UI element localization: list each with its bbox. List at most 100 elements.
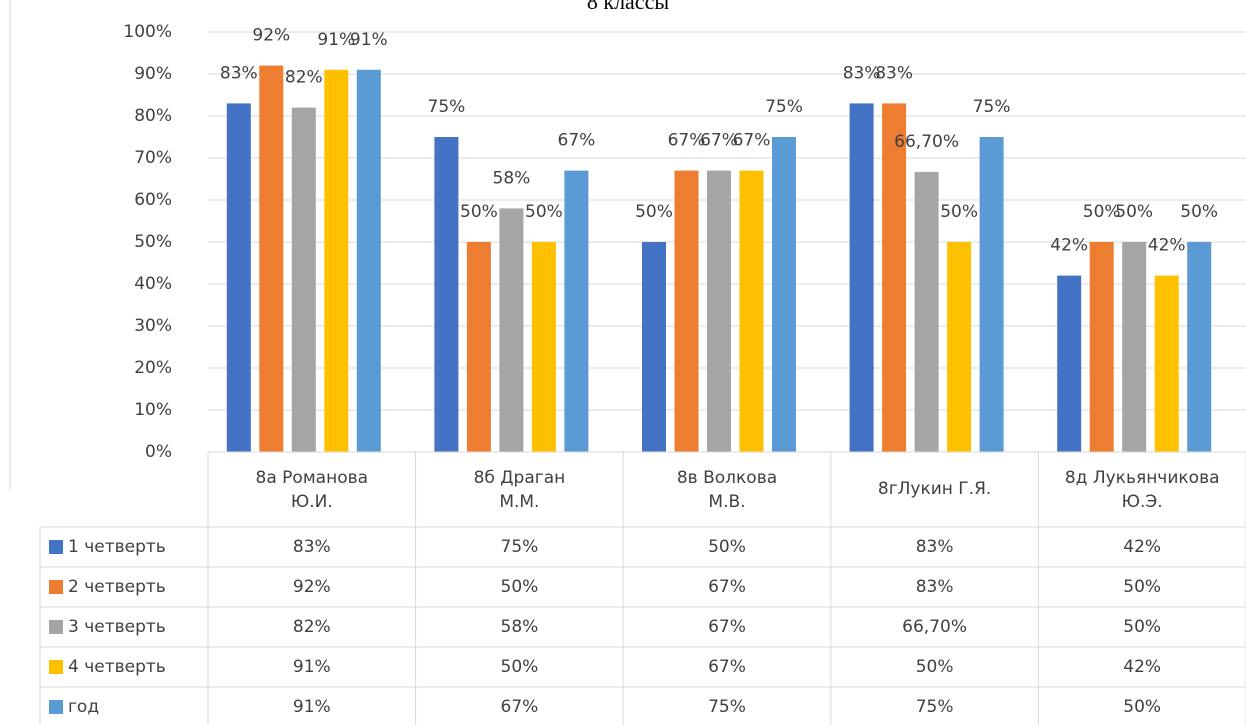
value-label: 75% xyxy=(428,97,466,117)
legend-label: год xyxy=(68,697,99,717)
table-cell: 67% xyxy=(708,617,746,637)
y-tick-label: 20% xyxy=(134,358,172,378)
y-tick-label: 10% xyxy=(134,400,172,420)
bar xyxy=(849,103,874,453)
value-label: 67% xyxy=(700,131,738,151)
bar xyxy=(707,170,731,452)
table-cell: 75% xyxy=(916,697,954,717)
table-cell: 83% xyxy=(916,577,954,597)
table-cell: 92% xyxy=(293,577,331,597)
legend-label: 2 четверть xyxy=(68,577,166,597)
value-label: 91% xyxy=(350,30,388,50)
table-cell: 82% xyxy=(293,617,331,637)
bar xyxy=(1089,242,1114,452)
bar xyxy=(434,137,459,452)
bar xyxy=(882,103,907,453)
bar xyxy=(642,242,666,452)
value-label: 50% xyxy=(1180,202,1218,222)
legend-swatch xyxy=(49,660,63,674)
bar xyxy=(674,170,699,452)
table-cell: 42% xyxy=(1123,537,1161,557)
bar xyxy=(979,137,1004,452)
table-cell: 50% xyxy=(708,537,746,557)
bar xyxy=(1122,242,1147,452)
bar xyxy=(772,137,796,452)
value-label: 50% xyxy=(635,202,673,222)
value-label: 42% xyxy=(1050,236,1088,256)
bar xyxy=(466,242,491,452)
value-label: 75% xyxy=(973,97,1011,117)
value-label: 83% xyxy=(875,63,913,83)
value-label: 67% xyxy=(733,131,771,151)
category-label: 8б Драган М.М. xyxy=(474,468,566,512)
table-cell: 67% xyxy=(708,577,746,597)
value-label: 50% xyxy=(460,202,498,222)
table-cell: 50% xyxy=(501,577,539,597)
value-label: 75% xyxy=(765,97,803,117)
category-label: 8гЛукин Г.Я. xyxy=(878,479,991,499)
bar xyxy=(1187,242,1212,452)
table-cell: 50% xyxy=(916,657,954,677)
category-label: 8в Волкова М.В. xyxy=(677,468,777,512)
table-cell: 91% xyxy=(293,697,331,717)
table-cell: 67% xyxy=(501,697,539,717)
y-tick-label: 50% xyxy=(134,232,172,252)
value-label: 50% xyxy=(525,202,563,222)
value-label: 67% xyxy=(558,131,596,151)
legend-label: 3 четверть xyxy=(68,617,166,637)
table-cell: 50% xyxy=(1123,697,1161,717)
y-tick-label: 60% xyxy=(134,190,172,210)
bar xyxy=(291,107,316,452)
bar xyxy=(324,69,349,453)
legend-label: 1 четверть xyxy=(68,537,166,557)
legend-swatch xyxy=(49,700,63,714)
bar xyxy=(531,242,556,452)
value-label: 67% xyxy=(668,131,706,151)
value-label: 50% xyxy=(1115,202,1153,222)
bar xyxy=(947,242,972,452)
chart-title: 8 классы xyxy=(587,0,669,14)
y-tick-label: 100% xyxy=(123,22,172,42)
bar xyxy=(259,65,284,452)
bar xyxy=(1154,275,1179,452)
legend-label: 4 четверть xyxy=(68,657,166,677)
value-label: 83% xyxy=(220,63,258,83)
bar xyxy=(564,170,589,452)
category-label: 8а Романова Ю.И. xyxy=(256,468,368,512)
value-label: 92% xyxy=(252,26,290,46)
value-label: 66,70% xyxy=(894,132,959,152)
y-tick-label: 40% xyxy=(134,274,172,294)
table-cell: 91% xyxy=(293,657,331,677)
value-label: 50% xyxy=(940,202,978,222)
bar xyxy=(226,103,251,453)
table-cell: 66,70% xyxy=(902,617,967,637)
value-label: 42% xyxy=(1148,236,1186,256)
y-tick-label: 90% xyxy=(134,64,172,84)
bar xyxy=(356,69,381,453)
value-label: 82% xyxy=(285,68,323,88)
table-cell: 42% xyxy=(1123,657,1161,677)
bar xyxy=(499,208,524,452)
y-tick-label: 0% xyxy=(145,442,172,462)
table-cell: 67% xyxy=(708,657,746,677)
value-label: 83% xyxy=(843,63,881,83)
table-cell: 50% xyxy=(1123,617,1161,637)
category-label: 8д Лукьянчикова Ю.Э. xyxy=(1065,468,1220,512)
table-cell: 50% xyxy=(501,657,539,677)
legend-swatch xyxy=(49,580,63,594)
table-cell: 75% xyxy=(708,697,746,717)
table-cell: 83% xyxy=(916,537,954,557)
y-tick-label: 70% xyxy=(134,148,172,168)
table-cell: 58% xyxy=(501,617,539,637)
value-label: 58% xyxy=(493,168,531,188)
value-label: 91% xyxy=(317,30,355,50)
legend-swatch xyxy=(49,540,63,554)
table-cell: 50% xyxy=(1123,577,1161,597)
bar xyxy=(1057,275,1082,452)
bar xyxy=(739,170,764,452)
table-cell: 83% xyxy=(293,537,331,557)
value-label: 50% xyxy=(1083,202,1121,222)
y-tick-label: 30% xyxy=(134,316,172,336)
bar xyxy=(914,171,939,453)
table-cell: 75% xyxy=(501,537,539,557)
